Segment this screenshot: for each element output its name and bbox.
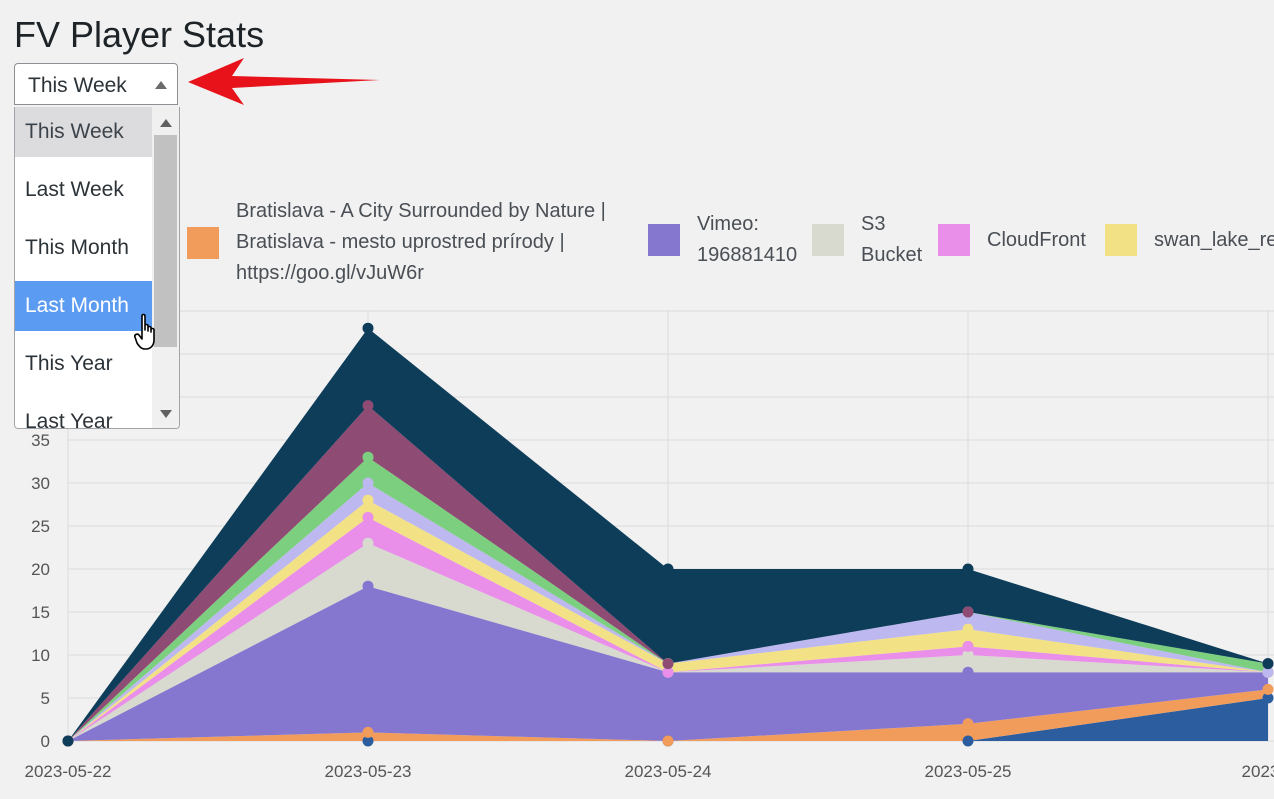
legend-label: swan_lake_re bbox=[1154, 228, 1274, 251]
hand-cursor-icon bbox=[134, 313, 155, 350]
legend-label: CloudFront bbox=[987, 228, 1086, 251]
legend-label: S3 Bucket bbox=[861, 213, 923, 266]
data-point-series-9 bbox=[62, 735, 74, 747]
legend-swatch bbox=[648, 224, 680, 256]
data-point-series-5 bbox=[962, 623, 974, 635]
select-current-value: This Week bbox=[28, 74, 127, 97]
data-point-series-9 bbox=[1262, 658, 1274, 670]
x-tick-label: 2023-0 bbox=[1242, 762, 1274, 781]
date-range-select[interactable]: This Week bbox=[14, 63, 178, 105]
legend-item-s3-bucket[interactable]: S3 Bucket bbox=[812, 209, 922, 271]
data-point-series-0 bbox=[362, 735, 374, 747]
area-series-2 bbox=[68, 586, 1268, 741]
data-point-series-5 bbox=[362, 494, 374, 506]
y-tick-label: 15 bbox=[31, 603, 50, 622]
data-point-series-4 bbox=[662, 666, 674, 678]
legend-item-cloudfront[interactable]: CloudFront bbox=[938, 224, 1086, 256]
data-point-series-6 bbox=[1262, 666, 1274, 678]
scroll-down-icon[interactable] bbox=[160, 410, 172, 418]
legend-swatch bbox=[812, 224, 844, 256]
x-tick-label: 2023-05-22 bbox=[25, 762, 112, 781]
data-point-series-1 bbox=[662, 735, 674, 747]
data-point-series-1 bbox=[962, 718, 974, 730]
legend-swatch bbox=[187, 226, 219, 259]
data-point-series-1 bbox=[362, 726, 374, 738]
data-point-series-9 bbox=[662, 563, 674, 575]
data-point-series-2 bbox=[962, 666, 974, 678]
scroll-up-icon[interactable] bbox=[160, 119, 172, 127]
legend-swatch bbox=[938, 224, 970, 256]
x-tick-label: 2023-05-24 bbox=[625, 762, 712, 781]
scrollbar-thumb[interactable] bbox=[154, 135, 177, 347]
data-point-series-8 bbox=[962, 606, 974, 618]
data-point-series-1 bbox=[1262, 683, 1274, 695]
option-this-week[interactable]: This Week bbox=[15, 107, 152, 157]
y-tick-label: 5 bbox=[41, 689, 50, 708]
option-this-year[interactable]: This Year bbox=[25, 352, 113, 375]
data-point-series-0 bbox=[962, 735, 974, 747]
red-pointer-arrow-icon bbox=[188, 58, 380, 105]
dropdown-scrollbar[interactable] bbox=[152, 107, 179, 428]
y-tick-label: 20 bbox=[31, 560, 50, 579]
x-tick-label: 2023-05-25 bbox=[925, 762, 1012, 781]
data-point-series-2 bbox=[362, 580, 374, 592]
y-tick-label: 35 bbox=[31, 431, 50, 450]
date-range-options[interactable]: This Week Last Week This Month Last Mont… bbox=[14, 107, 180, 429]
option-last-month[interactable]: Last Month bbox=[15, 281, 152, 331]
data-point-series-8 bbox=[362, 400, 374, 412]
y-tick-label: 25 bbox=[31, 517, 50, 536]
y-tick-label: 10 bbox=[31, 646, 50, 665]
chart-legend: Bratislava - A City Surrounded by Nature… bbox=[0, 190, 1274, 300]
y-tick-label: 0 bbox=[41, 732, 50, 751]
option-last-year[interactable]: Last Year bbox=[25, 410, 113, 429]
legend-label: Bratislava - A City Surrounded by Nature… bbox=[236, 200, 606, 284]
data-point-series-9 bbox=[962, 563, 974, 575]
area-series-0 bbox=[68, 698, 1268, 741]
data-point-series-0 bbox=[1262, 692, 1274, 704]
x-tick-label: 2023-05-23 bbox=[325, 762, 412, 781]
legend-item-bratislava[interactable]: Bratislava - A City Surrounded by Nature… bbox=[187, 196, 606, 289]
data-point-series-4 bbox=[362, 511, 374, 523]
option-this-month[interactable]: This Month bbox=[25, 236, 129, 259]
data-point-series-8 bbox=[662, 658, 674, 670]
data-point-series-3 bbox=[362, 537, 374, 549]
data-point-series-6 bbox=[362, 477, 374, 489]
data-point-series-7 bbox=[362, 451, 374, 463]
caret-up-icon bbox=[155, 81, 167, 89]
data-point-series-4 bbox=[962, 640, 974, 652]
data-point-series-9 bbox=[362, 322, 374, 334]
stacked-area-chart: 0 5 10 15 20 25 30 35 2023-05-22 2023-05-23 2023-0… bbox=[25, 310, 1274, 781]
page-title: FV Player Stats bbox=[14, 14, 265, 55]
data-point-series-3 bbox=[962, 649, 974, 661]
option-last-week[interactable]: Last Week bbox=[25, 178, 124, 201]
y-tick-label: 30 bbox=[31, 474, 50, 493]
legend-item-vimeo[interactable]: Vimeo: 196881410 bbox=[648, 209, 797, 271]
legend-item-swan-lake[interactable]: swan_lake_re bbox=[1105, 224, 1274, 256]
legend-swatch bbox=[1105, 224, 1137, 256]
legend-label: Vimeo: 196881410 bbox=[697, 213, 798, 266]
